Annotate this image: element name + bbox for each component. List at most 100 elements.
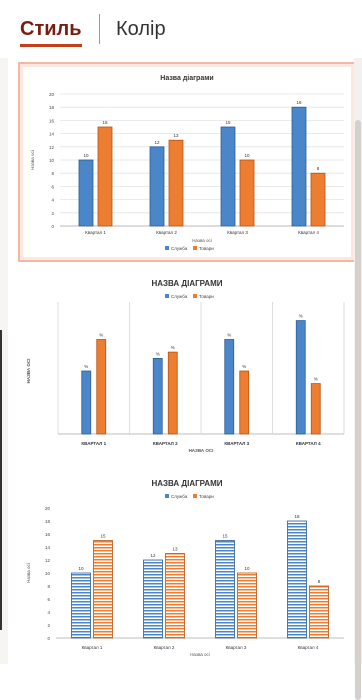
data-label: 10 <box>244 566 250 571</box>
bar-sluzhba <box>220 126 236 227</box>
x-axis-label: Назва осі <box>190 652 210 657</box>
bar-tovary <box>96 339 107 435</box>
bar-sluzhba <box>152 358 163 435</box>
x-tick-label: КВАРТАЛ 4 <box>296 441 321 446</box>
gallery-scrollbar-track[interactable] <box>354 58 362 700</box>
data-label: % <box>171 345 175 350</box>
y-tick-label: 2 <box>51 211 54 216</box>
data-label: % <box>156 351 160 356</box>
y-tick-label: 0 <box>51 224 54 229</box>
x-tick-label: Квартал 1 <box>82 645 103 650</box>
x-tick-label: КВАРТАЛ 1 <box>81 441 106 446</box>
bar-sluzhba <box>78 159 94 227</box>
bar-sluzhba <box>143 559 163 639</box>
chart-style-2-preview: НАЗВА ДІАГРАМИ%% КВАРТАЛ 1%% КВАРТАЛ 2%% КВ… <box>26 279 345 453</box>
data-label: 18 <box>296 100 302 105</box>
bar-tovary <box>310 172 326 227</box>
bar-tovary <box>93 540 113 639</box>
tab-style[interactable]: Стиль <box>20 18 82 47</box>
legend-swatch <box>165 494 169 498</box>
x-tick-label: КВАРТАЛ 3 <box>224 441 249 446</box>
chart-style-option-1[interactable]: Назва діаграми 0 2 4 6 8 10 12 14 16 18 20 10 15 Кварт… <box>18 62 356 262</box>
bar-tovary <box>239 370 250 435</box>
legend-swatch <box>193 246 197 250</box>
y-tick-label: 4 <box>47 610 50 615</box>
chart-style-1-preview: Назва діаграми 0 2 4 6 8 10 12 14 16 18 20 10 15 Кварт… <box>30 74 344 251</box>
bar-sluzhba <box>291 106 307 227</box>
data-label: % <box>242 364 246 369</box>
bar-tovary <box>167 351 178 435</box>
y-axis-label: Назва осі <box>26 563 31 583</box>
legend-entry: Товари <box>199 494 214 499</box>
y-tick-label: 4 <box>51 198 54 203</box>
chart-style-option-3[interactable]: НАЗВА ДІАГРАМИ 0 2 4 6 8 10 12 14 16 18 20 10 15 Кварт… <box>20 472 354 662</box>
y-tick-label: 6 <box>51 184 54 189</box>
data-label: 12 <box>150 553 156 558</box>
bar-sluzhba <box>71 572 91 639</box>
data-label: % <box>314 377 318 382</box>
chart-title: Назва діаграми <box>160 74 213 82</box>
y-axis-label: НАЗВА ОСІ <box>26 359 31 384</box>
y-tick-label: 10 <box>49 158 55 163</box>
y-tick-label: 18 <box>49 105 55 110</box>
x-tick-label: Квартал 3 <box>226 645 247 650</box>
chart-title: НАЗВА ДІАГРАМИ <box>151 279 222 288</box>
y-tick-label: 6 <box>47 597 50 602</box>
x-tick-label: Квартал 2 <box>154 645 175 650</box>
legend-swatch <box>193 494 197 498</box>
y-tick-label: 14 <box>49 132 55 137</box>
legend-entry: Товари <box>199 246 214 251</box>
bar-tovary <box>239 159 255 227</box>
bar-sluzhba <box>81 370 92 435</box>
x-axis-label: НАЗВА ОСІ <box>189 448 214 453</box>
legend-swatch <box>165 294 169 298</box>
legend-entry: Служба <box>171 294 188 299</box>
x-tick-label: Квартал 3 <box>227 230 248 235</box>
bar-tovary <box>168 139 184 227</box>
x-tick-label: КВАРТАЛ 2 <box>153 441 178 446</box>
tab-separator <box>99 14 100 44</box>
bar-tovary <box>97 126 113 227</box>
bar-tovary <box>165 553 185 639</box>
y-axis-label: Назва осі <box>30 150 35 170</box>
data-label: 15 <box>225 120 231 125</box>
bar-sluzhba <box>295 320 306 435</box>
data-label: 18 <box>294 514 300 519</box>
bar-tovary <box>309 585 329 639</box>
data-label: % <box>84 364 88 369</box>
data-label: % <box>299 314 303 319</box>
chart-style-option-2[interactable]: НАЗВА ДІАГРАМИ%% КВАРТАЛ 1%% КВАРТАЛ 2%% КВ… <box>20 270 354 456</box>
chart-title: НАЗВА ДІАГРАМИ <box>151 479 222 488</box>
legend-swatch <box>165 246 169 250</box>
x-axis-label: Назва осі <box>192 238 212 243</box>
legend-swatch <box>193 294 197 298</box>
data-label: % <box>227 333 231 338</box>
left-border-line <box>0 330 2 630</box>
bar-tovary <box>237 572 257 639</box>
data-label: 15 <box>222 534 228 539</box>
chart-style-3-preview: НАЗВА ДІАГРАМИ 0 2 4 6 8 10 12 14 16 18 20 10 15 Кварт… <box>26 479 344 657</box>
y-tick-label: 10 <box>45 571 51 576</box>
y-tick-label: 0 <box>47 636 50 641</box>
data-label: 15 <box>102 120 108 125</box>
left-edge <box>0 0 8 664</box>
legend-entry: Служба <box>171 246 188 251</box>
y-tick-label: 14 <box>45 545 51 550</box>
data-label: 10 <box>78 566 84 571</box>
data-label: 15 <box>100 534 106 539</box>
bar-sluzhba <box>287 520 307 639</box>
data-label: % <box>99 333 103 338</box>
gallery-scrollbar-thumb[interactable] <box>355 120 361 700</box>
data-label: 13 <box>173 133 179 138</box>
data-label: 8 <box>318 579 321 584</box>
y-tick-label: 2 <box>47 623 50 628</box>
bar-sluzhba <box>224 339 235 435</box>
x-tick-label: Квартал 4 <box>298 230 319 235</box>
tab-color[interactable]: Колір <box>116 18 166 40</box>
y-tick-label: 12 <box>49 145 55 150</box>
y-tick-label: 8 <box>51 171 54 176</box>
y-tick-label: 16 <box>45 532 51 537</box>
tab-bar: Стиль Колір <box>0 0 362 58</box>
x-tick-label: Квартал 4 <box>298 645 319 650</box>
data-label: 12 <box>154 140 160 145</box>
